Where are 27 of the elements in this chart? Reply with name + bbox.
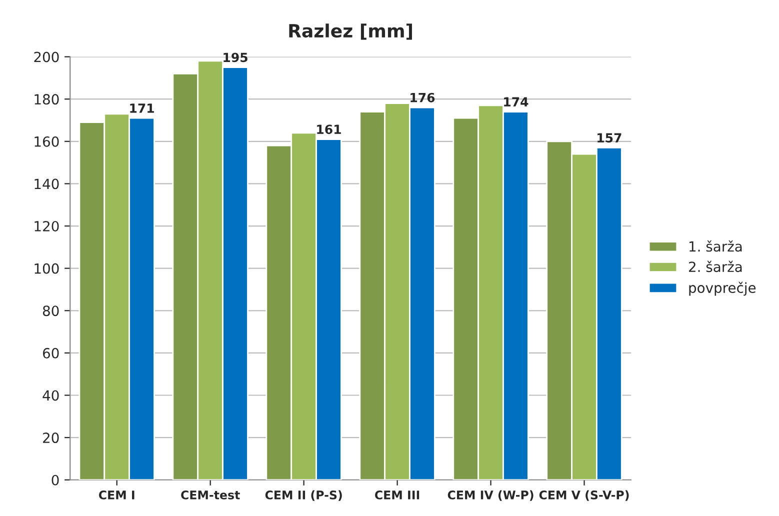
data-label: 161 xyxy=(317,124,341,134)
data-label: 157 xyxy=(598,133,622,143)
y-tick-label: 60 xyxy=(42,348,59,358)
x-tick-label: CEM II (P-S) xyxy=(265,490,342,501)
y-tick-label: 20 xyxy=(43,432,59,444)
y-tick-label: 0 xyxy=(52,474,59,486)
data-label: 176 xyxy=(410,92,435,102)
legend-label: povprečje xyxy=(689,282,756,296)
y-tick-label: 80 xyxy=(42,306,59,316)
data-label: 171 xyxy=(130,104,154,113)
x-tick-label: CEM I xyxy=(98,490,134,500)
x-tick-label: CEM IV (W-P) xyxy=(448,490,534,501)
y-tick-label: 100 xyxy=(34,263,59,274)
y-tick-label: 180 xyxy=(34,94,59,105)
chart-title: Razlez [mm] xyxy=(289,24,412,40)
legend-label: 1. šarža xyxy=(690,240,742,252)
x-tick-label: CEM-test xyxy=(181,490,240,500)
y-tick-label: 40 xyxy=(42,390,59,401)
y-tick-label: 140 xyxy=(34,178,59,190)
x-tick-label: CEM V (S-V-P) xyxy=(539,490,629,501)
legend-label: 2. šarža xyxy=(689,260,742,272)
data-label: 195 xyxy=(224,52,248,62)
y-tick-label: 160 xyxy=(34,136,59,147)
data-label: 174 xyxy=(504,97,528,106)
x-tick-label: CEM III xyxy=(374,490,420,500)
y-tick-label: 120 xyxy=(34,220,59,232)
y-tick-label: 200 xyxy=(34,52,59,62)
